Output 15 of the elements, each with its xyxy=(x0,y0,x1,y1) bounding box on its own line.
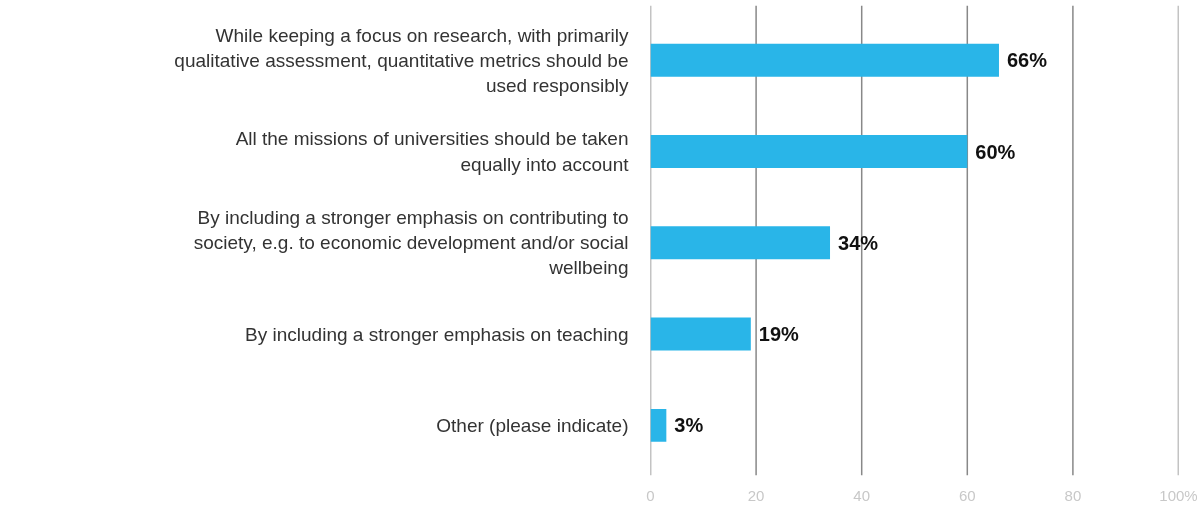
data-label: 34% xyxy=(838,231,879,254)
y-tick-label: By including a stronger emphasis on contributing to society, e.g. to economic development and/or social wellbeing xyxy=(193,207,629,279)
bar xyxy=(650,43,999,77)
y-tick-label: Other (please indicate) xyxy=(436,414,629,436)
y-tick-label: All the missions of universities should be taken equally into account xyxy=(235,128,630,175)
data-label: 3% xyxy=(674,414,704,437)
bar xyxy=(650,408,667,442)
bar xyxy=(650,135,968,168)
data-label: 66% xyxy=(1006,49,1048,72)
y-tick-label: By including a stronger emphasis on teaching xyxy=(245,323,629,345)
data-label: 60% xyxy=(975,140,1016,163)
data-label: 19% xyxy=(758,323,800,346)
y-tick-label: While keeping a focus on research, with primarily qualitative assessment, quantitative metrics should be used responsibly xyxy=(174,24,629,96)
bar xyxy=(650,226,831,260)
bar xyxy=(650,317,751,351)
